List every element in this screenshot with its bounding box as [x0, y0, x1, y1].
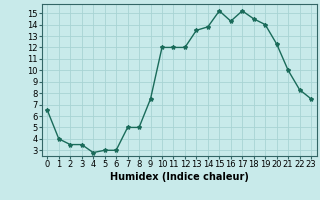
- X-axis label: Humidex (Indice chaleur): Humidex (Indice chaleur): [110, 172, 249, 182]
